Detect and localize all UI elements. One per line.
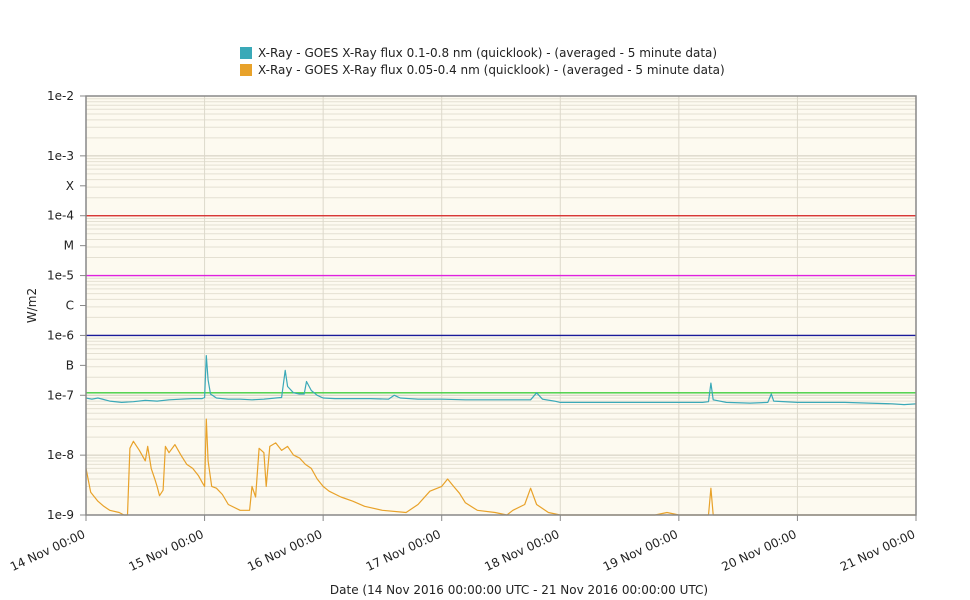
series-line-long-channel xyxy=(85,355,917,406)
grid-layer xyxy=(85,96,917,516)
legend-swatch-short-channel xyxy=(240,63,252,76)
y-tick-label: 1e-4 xyxy=(47,209,74,223)
y-tick-label: C xyxy=(66,299,74,313)
legend-label-short-channel: X-Ray - GOES X-Ray flux 0.05-0.4 nm (qui… xyxy=(258,62,725,77)
x-tick-label: 19 Nov 00:00 xyxy=(601,527,680,574)
y-tick-label: 1e-8 xyxy=(47,448,74,462)
y-tick-label: X xyxy=(66,179,74,193)
x-tick-label: 21 Nov 00:00 xyxy=(838,527,917,574)
y-tick-label: B xyxy=(66,358,74,372)
y-tick-label: 1e-6 xyxy=(47,328,74,342)
x-tick-label: 14 Nov 00:00 xyxy=(8,527,87,574)
y-tick-label: 1e-2 xyxy=(47,89,74,103)
x-tick-label: 18 Nov 00:00 xyxy=(482,527,561,574)
y-tick-label: 1e-3 xyxy=(47,149,74,163)
legend-item-long-channel[interactable]: X-Ray - GOES X-Ray flux 0.1-0.8 nm (quic… xyxy=(240,44,725,61)
y-tick-label: M xyxy=(64,239,74,253)
threshold-layer xyxy=(86,215,916,394)
chart-legend[interactable]: X-Ray - GOES X-Ray flux 0.1-0.8 nm (quic… xyxy=(240,44,725,78)
y-tick-labels: 1e-2 1e-3 X 1e-4 M 1e-5 C 1e-6 B 1e-7 1e-8 1e-9 xyxy=(47,89,86,522)
x-tick-labels: 14 Nov 00:00 15 Nov 00:00 16 Nov 00:00 17 N… xyxy=(8,515,917,574)
y-axis-title: W/m2 xyxy=(25,288,39,323)
y-tick-label: 1e-9 xyxy=(47,508,74,522)
legend-swatch-long-channel xyxy=(240,46,252,59)
x-tick-label: 20 Nov 00:00 xyxy=(719,527,798,574)
y-tick-label: 1e-5 xyxy=(47,269,74,283)
x-axis-title: Date (14 Nov 2016 00:00:00 UTC - 21 Nov … xyxy=(330,583,708,597)
x-tick-label: 15 Nov 00:00 xyxy=(127,527,206,574)
legend-item-short-channel[interactable]: X-Ray - GOES X-Ray flux 0.05-0.4 nm (qui… xyxy=(240,61,725,78)
y-tick-label: 1e-7 xyxy=(47,388,74,402)
x-tick-label: 16 Nov 00:00 xyxy=(245,527,324,574)
legend-label-long-channel: X-Ray - GOES X-Ray flux 0.1-0.8 nm (quic… xyxy=(258,45,718,60)
plot-background xyxy=(86,96,916,515)
x-tick-label: 17 Nov 00:00 xyxy=(364,527,443,574)
